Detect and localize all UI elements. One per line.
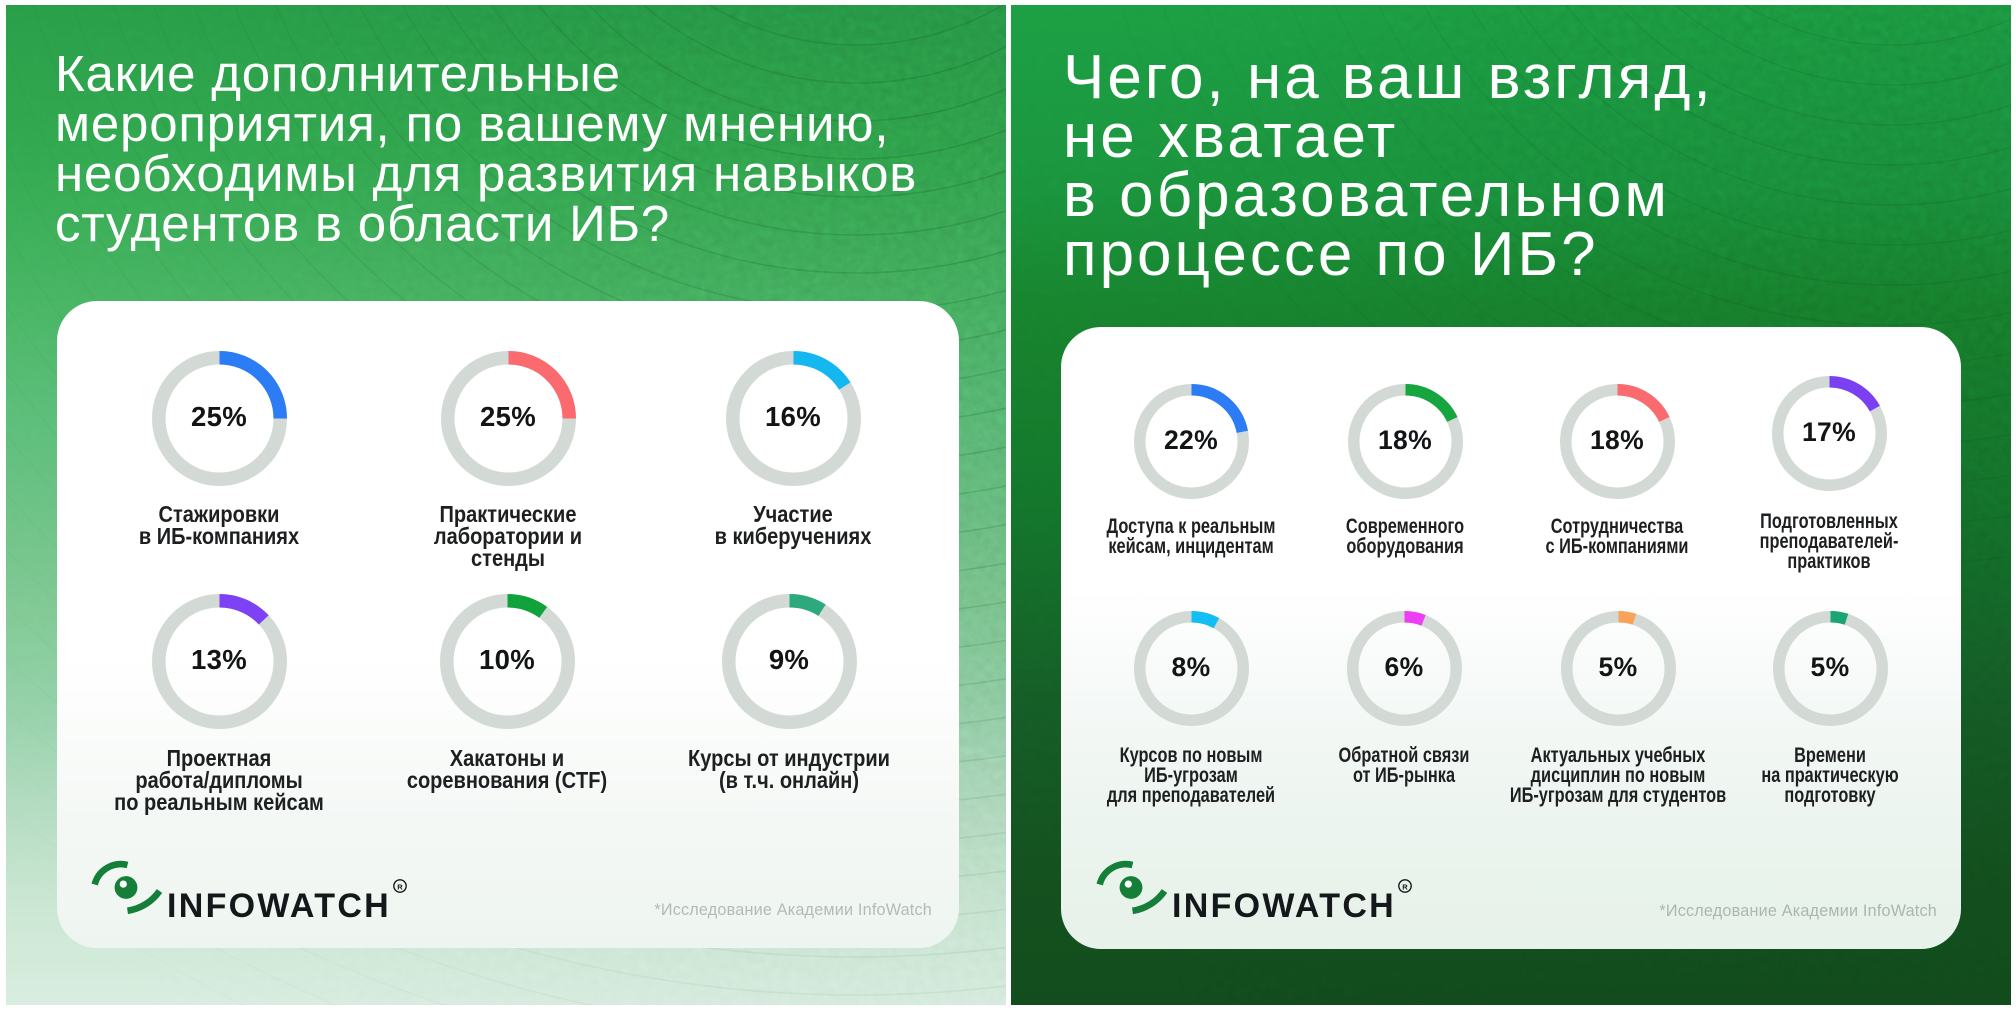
svg-text:R: R	[1402, 883, 1408, 892]
svg-text:INFOWATCH: INFOWATCH	[1172, 887, 1396, 925]
svg-text:R: R	[397, 883, 403, 892]
svg-text:INFOWATCH: INFOWATCH	[167, 887, 391, 925]
